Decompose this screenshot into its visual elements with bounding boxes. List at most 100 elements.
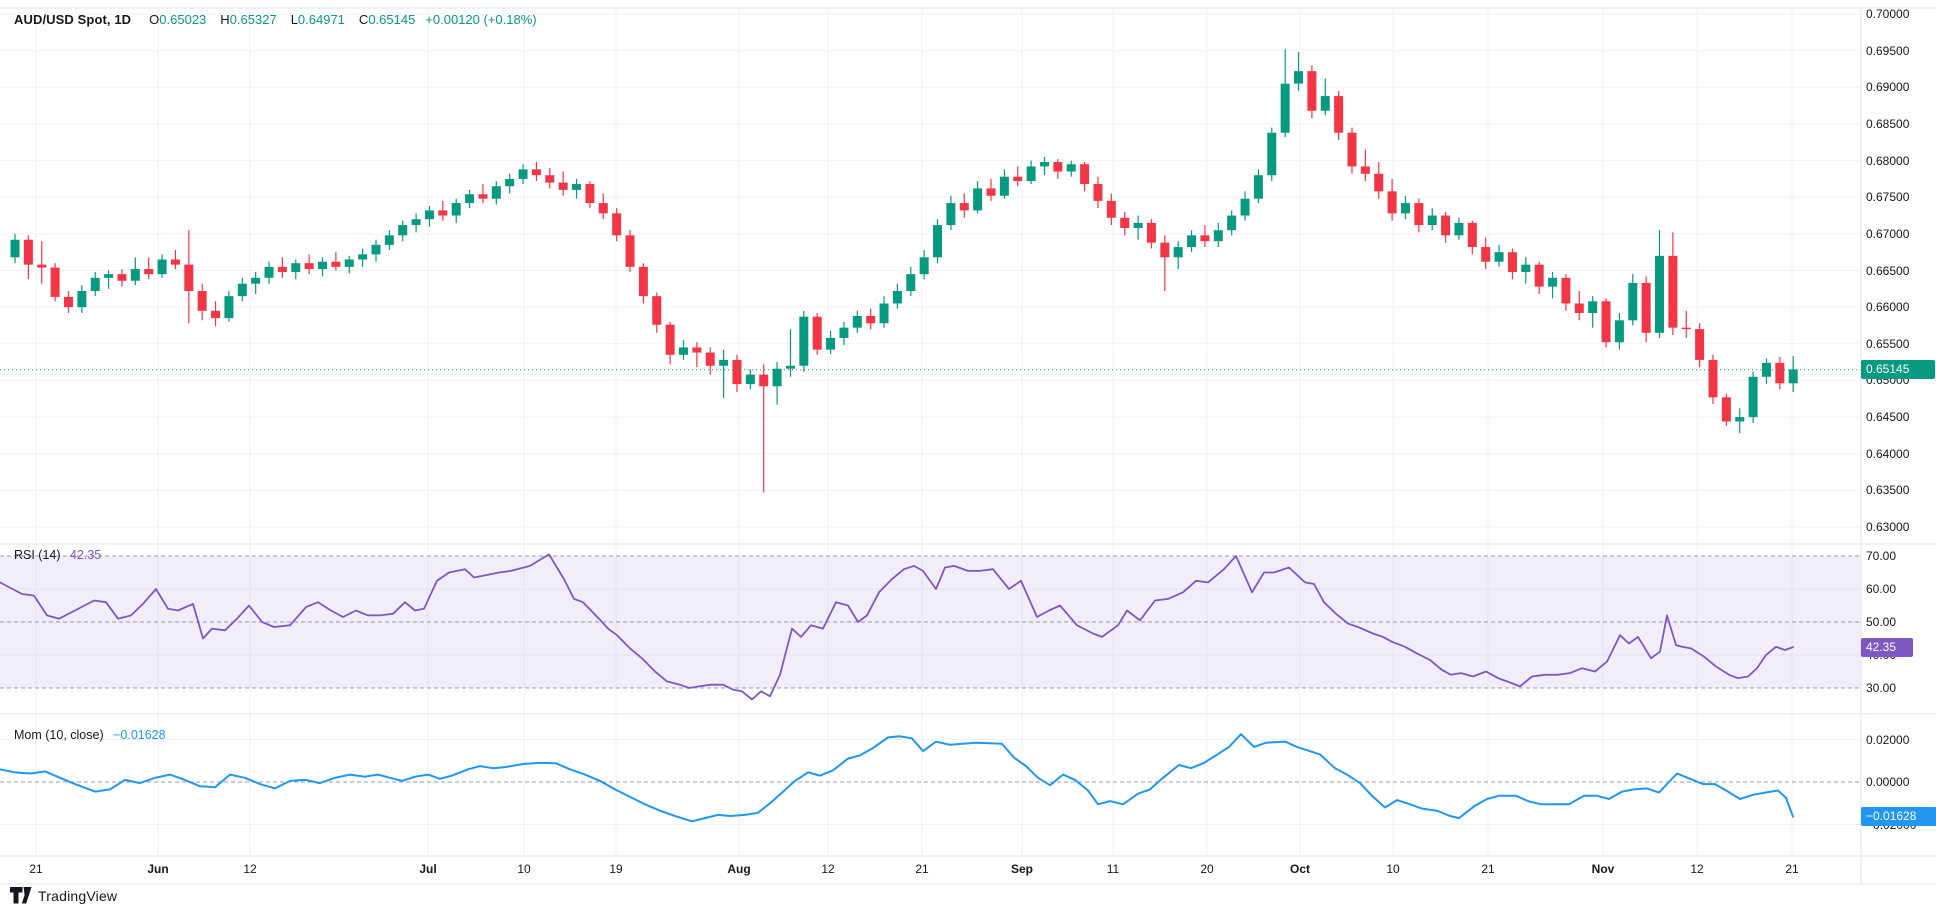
candle[interactable] (318, 257, 328, 277)
candle[interactable] (157, 254, 167, 278)
candle[interactable] (1467, 220, 1477, 255)
candle[interactable] (384, 230, 394, 250)
candle[interactable] (839, 321, 849, 346)
tradingview-logo[interactable]: TradingView (10, 887, 117, 904)
candle[interactable] (1039, 156, 1049, 176)
candle[interactable] (719, 349, 729, 399)
candle[interactable] (1761, 358, 1771, 385)
candle[interactable] (1400, 195, 1410, 220)
candle[interactable] (585, 181, 595, 209)
candle[interactable] (37, 241, 47, 284)
candle[interactable] (505, 173, 515, 194)
candle[interactable] (1681, 310, 1691, 338)
candle[interactable] (1253, 169, 1263, 204)
candle[interactable] (1013, 166, 1023, 187)
candle[interactable] (705, 347, 715, 375)
candle[interactable] (1146, 219, 1156, 249)
candle[interactable] (665, 321, 675, 365)
candle[interactable] (826, 330, 836, 355)
candle[interactable] (465, 189, 475, 209)
candle[interactable] (251, 271, 261, 294)
candle[interactable] (1534, 261, 1544, 294)
candle[interactable] (1427, 208, 1437, 231)
candle[interactable] (277, 257, 287, 278)
candle[interactable] (1561, 274, 1571, 311)
candle[interactable] (63, 291, 73, 314)
candle[interactable] (986, 178, 996, 201)
candle[interactable] (799, 310, 809, 372)
candle[interactable] (304, 254, 314, 275)
candle[interactable] (518, 164, 528, 185)
candle[interactable] (398, 220, 408, 242)
candle[interactable] (197, 283, 207, 321)
candle[interactable] (424, 206, 434, 227)
candle[interactable] (344, 255, 354, 274)
candle[interactable] (906, 266, 916, 297)
candle[interactable] (692, 342, 702, 368)
candle[interactable] (1320, 78, 1330, 116)
candle[interactable] (411, 213, 421, 233)
candle[interactable] (933, 219, 943, 264)
candle[interactable] (638, 263, 648, 304)
candle[interactable] (1133, 215, 1143, 240)
candle[interactable] (1240, 191, 1250, 221)
candle[interactable] (1588, 296, 1598, 328)
candle[interactable] (1227, 210, 1237, 236)
candle[interactable] (491, 181, 501, 205)
candle[interactable] (1334, 90, 1344, 141)
candle[interactable] (1106, 193, 1116, 226)
candle[interactable] (612, 208, 622, 242)
candle[interactable] (1481, 237, 1491, 270)
candle[interactable] (1735, 408, 1745, 434)
candle[interactable] (732, 354, 742, 393)
candle[interactable] (1173, 241, 1183, 270)
candle[interactable] (785, 329, 795, 377)
candle[interactable] (1441, 211, 1451, 243)
candle[interactable] (558, 171, 568, 196)
candle[interactable] (1160, 235, 1170, 292)
candle[interactable] (264, 261, 274, 284)
candle[interactable] (1721, 393, 1731, 426)
candle[interactable] (1187, 230, 1197, 253)
candle[interactable] (1788, 356, 1798, 393)
candle[interactable] (1066, 160, 1076, 177)
candle[interactable] (999, 169, 1009, 199)
candle[interactable] (572, 178, 582, 199)
candle[interactable] (652, 292, 662, 333)
candle[interactable] (130, 257, 140, 286)
candle[interactable] (1507, 248, 1517, 280)
candle[interactable] (1120, 211, 1130, 236)
candle[interactable] (358, 248, 368, 267)
candle[interactable] (1093, 176, 1103, 209)
candle[interactable] (1213, 222, 1223, 248)
candle[interactable] (1414, 198, 1424, 233)
candle[interactable] (1695, 323, 1705, 368)
candle[interactable] (1454, 217, 1464, 240)
candle[interactable] (23, 235, 33, 280)
candle[interactable] (919, 249, 929, 280)
candle[interactable] (946, 195, 956, 231)
candle[interactable] (1775, 356, 1785, 390)
candle[interactable] (478, 184, 488, 204)
candle[interactable] (973, 181, 983, 214)
candle[interactable] (852, 310, 862, 333)
candle[interactable] (117, 269, 127, 287)
candle[interactable] (679, 340, 688, 360)
candle[interactable] (291, 259, 301, 280)
candle[interactable] (545, 167, 555, 189)
candle[interactable] (10, 233, 20, 264)
candle[interactable] (451, 198, 461, 223)
candle[interactable] (959, 193, 969, 218)
candle[interactable] (1521, 257, 1531, 284)
candle[interactable] (759, 364, 769, 493)
candle[interactable] (211, 301, 221, 327)
candle[interactable] (1294, 52, 1304, 91)
candle[interactable] (1360, 149, 1370, 182)
candle[interactable] (531, 162, 541, 182)
candle[interactable] (598, 193, 608, 220)
candle[interactable] (144, 257, 154, 280)
candle[interactable] (77, 285, 87, 314)
candle[interactable] (1614, 313, 1624, 350)
candle[interactable] (866, 308, 876, 330)
candle[interactable] (1080, 162, 1090, 192)
